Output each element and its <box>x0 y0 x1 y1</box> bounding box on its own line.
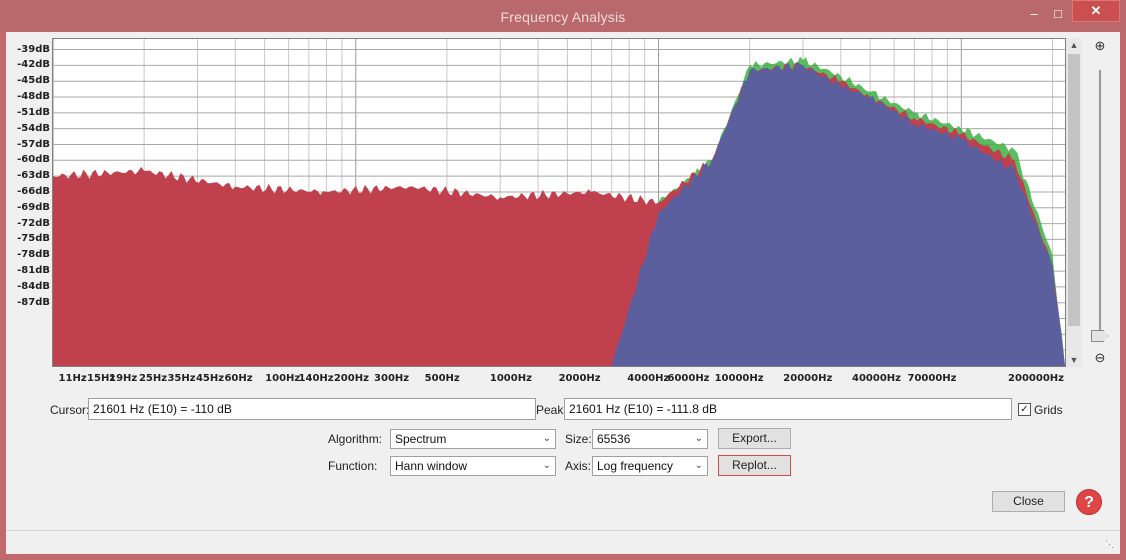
chevron-down-icon: ⌄ <box>694 460 703 471</box>
x-tick-label: 6000Hz <box>667 373 710 384</box>
window-title: Frequency Analysis <box>500 9 626 25</box>
cursor-label: Cursor: <box>50 403 90 417</box>
axis-value: Log frequency <box>597 459 674 473</box>
spectrum-plot[interactable] <box>52 38 1066 367</box>
y-tick-label: -72dB <box>17 217 50 229</box>
title-bar: Frequency Analysis – □ ✕ <box>0 0 1126 32</box>
y-tick-label: -75dB <box>17 233 50 245</box>
y-tick-label: -54dB <box>17 122 50 134</box>
replot-button[interactable]: Replot... <box>718 455 791 476</box>
status-bar: ⋱ <box>6 530 1120 554</box>
x-tick-label: 40000Hz <box>852 373 901 384</box>
x-tick-label: 200Hz <box>333 373 369 384</box>
x-tick-label: 19Hz <box>109 373 138 384</box>
x-tick-label: 15Hz <box>87 373 116 384</box>
x-tick-label: 10000Hz <box>714 373 764 384</box>
peak-label: Peak: <box>536 403 567 417</box>
x-tick-label: 100Hz <box>265 373 301 384</box>
y-tick-label: -63dB <box>17 170 50 182</box>
scroll-up-icon[interactable]: ▲ <box>1069 40 1079 50</box>
grids-checkbox[interactable]: ✓ <box>1018 403 1031 416</box>
y-tick-label: -66dB <box>17 186 50 197</box>
x-tick-label: 4000Hz <box>627 373 670 384</box>
close-button[interactable]: Close <box>992 491 1065 512</box>
export-button[interactable]: Export... <box>718 428 791 449</box>
y-tick-label: -69dB <box>17 201 50 213</box>
x-tick-label: 500Hz <box>424 373 460 384</box>
x-tick-label: 2000Hz <box>558 373 601 384</box>
x-tick-label: 200000Hz <box>1008 373 1064 384</box>
size-value: 65536 <box>597 432 631 446</box>
peak-readout: 21601 Hz (E10) = -111.8 dB <box>564 398 1012 420</box>
chevron-down-icon: ⌄ <box>694 433 703 444</box>
help-icon[interactable]: ? <box>1076 489 1102 515</box>
spectrum-chart <box>52 39 1065 367</box>
size-select[interactable]: 65536 ⌄ <box>592 429 708 449</box>
y-tick-label: -45dB <box>17 75 50 87</box>
y-tick-label: -84dB <box>17 280 50 292</box>
zoom-slider-thumb[interactable] <box>1091 330 1109 342</box>
x-tick-label: 35Hz <box>167 373 196 384</box>
function-value: Hann window <box>395 459 468 473</box>
x-tick-label: 140Hz <box>298 373 334 384</box>
x-tick-label: 1000Hz <box>489 373 532 384</box>
scroll-down-icon[interactable]: ▼ <box>1069 355 1079 365</box>
function-select[interactable]: Hann window ⌄ <box>390 456 556 476</box>
x-tick-label: 70000Hz <box>907 373 957 384</box>
y-tick-label: -87dB <box>17 296 50 308</box>
close-icon[interactable]: ✕ <box>1072 0 1120 22</box>
y-tick-label: -51dB <box>17 106 50 118</box>
zoom-track[interactable] <box>1099 70 1101 340</box>
dialog-body: -39dB -42dB -45dB -48dB -51dB -54dB -57dB -60dB… <box>6 32 1120 554</box>
axis-select[interactable]: Log frequency ⌄ <box>592 456 708 476</box>
y-tick-label: -39dB <box>17 43 50 55</box>
vertical-scrollbar[interactable]: ▲ ▼ <box>1066 38 1082 367</box>
resize-grip-icon[interactable]: ⋱ <box>1105 539 1114 549</box>
chevron-down-icon: ⌄ <box>542 433 551 444</box>
y-tick-label: -48dB <box>17 91 50 102</box>
series-area-1 <box>611 61 1065 367</box>
zoom-out-icon[interactable]: ⊖ <box>1094 350 1106 365</box>
x-tick-label: 60Hz <box>224 373 253 384</box>
size-label: Size: <box>565 432 592 446</box>
x-tick-label: 11Hz <box>58 373 87 384</box>
chevron-down-icon: ⌄ <box>542 460 551 471</box>
y-tick-label: -60dB <box>17 154 50 166</box>
minimize-icon[interactable]: – <box>1030 6 1038 21</box>
zoom-control: ⊕ ⊖ <box>1066 36 1116 371</box>
y-tick-label: -78dB <box>17 249 50 261</box>
axis-label: Axis: <box>565 459 592 473</box>
algorithm-value: Spectrum <box>395 432 447 446</box>
algorithm-select[interactable]: Spectrum ⌄ <box>390 429 556 449</box>
grids-label: Grids <box>1034 403 1063 417</box>
function-label: Function: <box>328 459 378 473</box>
maximize-icon[interactable]: □ <box>1054 6 1062 21</box>
y-tick-label: -81dB <box>17 265 50 277</box>
x-tick-label: 300Hz <box>374 373 410 384</box>
y-tick-label: -42dB <box>17 59 50 71</box>
cursor-readout: 21601 Hz (E10) = -110 dB <box>88 398 536 420</box>
zoom-in-icon[interactable]: ⊕ <box>1094 38 1106 53</box>
scroll-thumb[interactable] <box>1068 54 1080 326</box>
y-tick-label: -57dB <box>17 138 50 150</box>
algorithm-label: Algorithm: <box>328 432 383 446</box>
series-group <box>53 56 1065 367</box>
x-tick-label: 45Hz <box>195 373 225 384</box>
x-tick-label: 25Hz <box>138 373 168 384</box>
x-tick-label: 20000Hz <box>783 373 833 384</box>
